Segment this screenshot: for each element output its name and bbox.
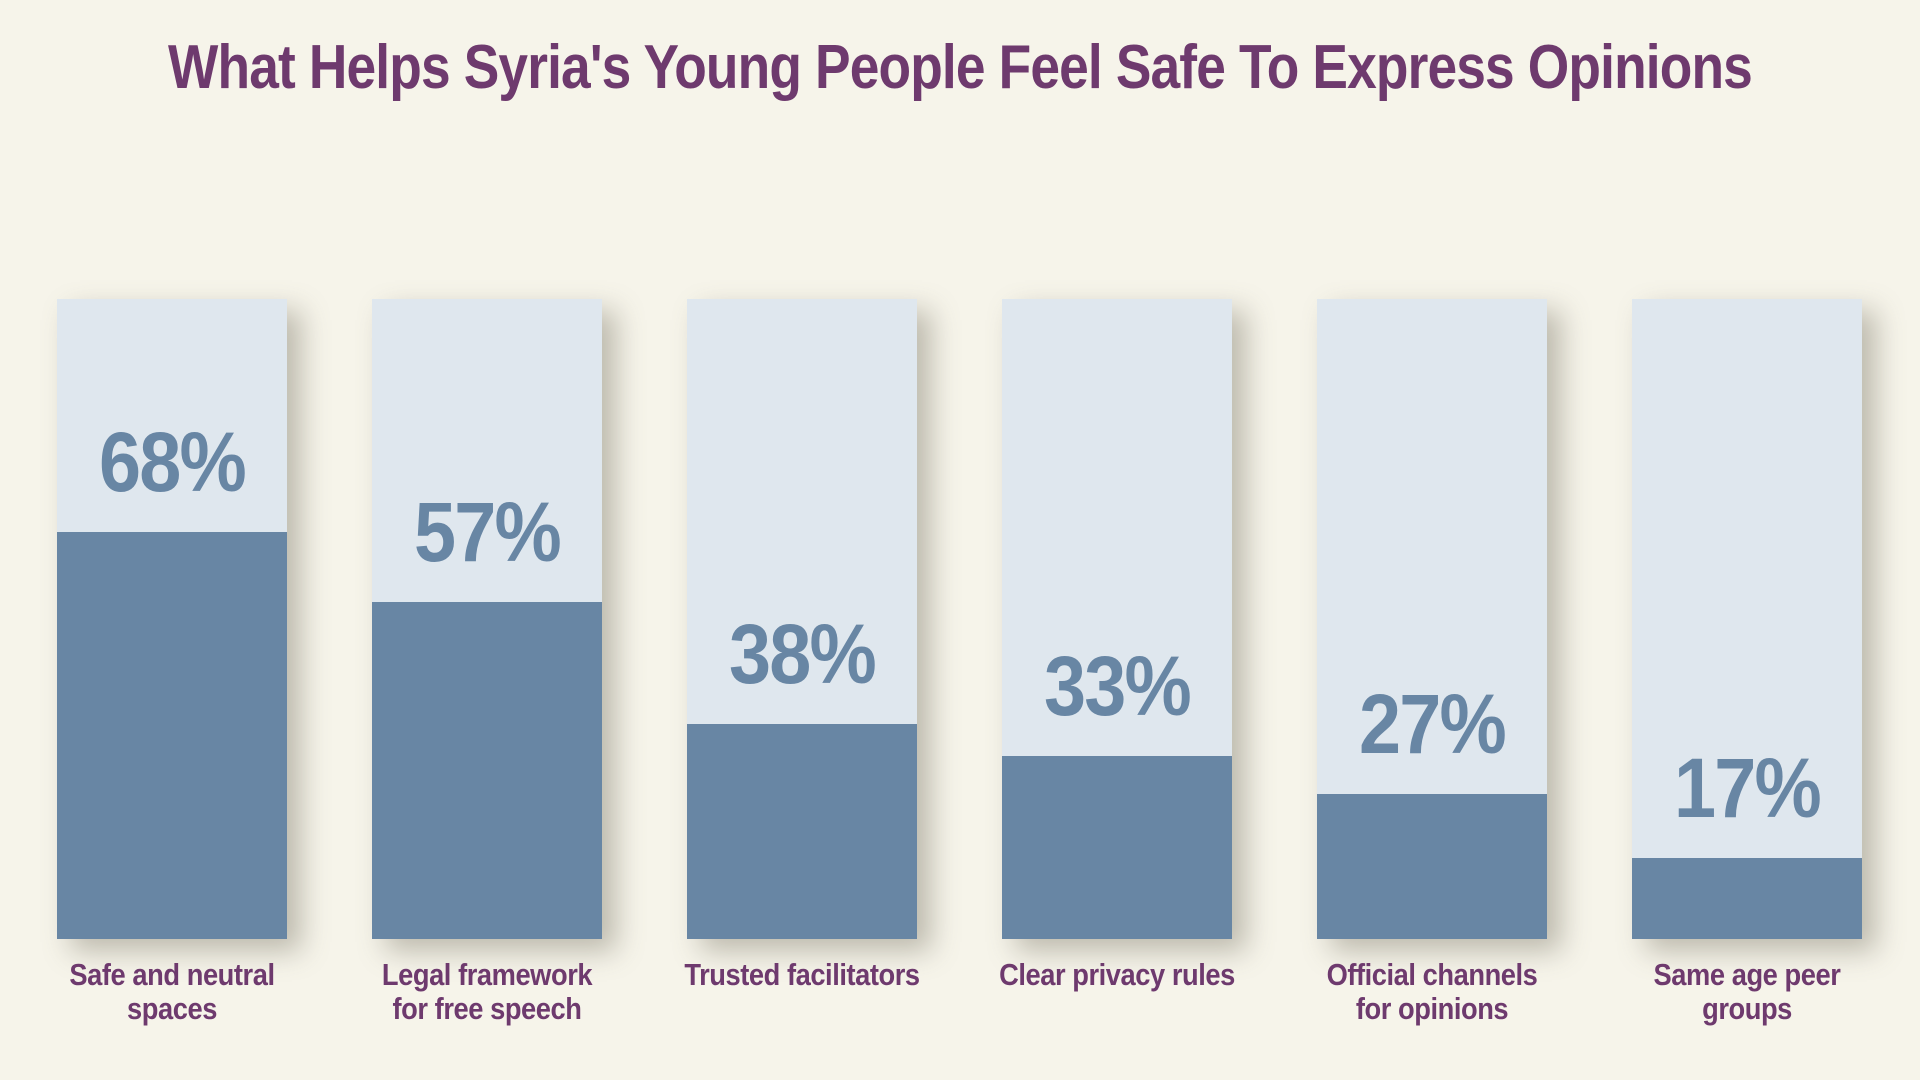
category-label: Official channels for opinions (1300, 958, 1564, 1026)
bar-fill (1317, 794, 1547, 939)
bar-fill (1002, 755, 1232, 939)
bar-track: 57% (372, 299, 602, 939)
category-label: Trusted facilitators (670, 958, 934, 992)
bar-track: 33% (1002, 299, 1232, 939)
value-label: 38% (729, 606, 877, 701)
category-label: Same age peer groups (1615, 958, 1879, 1026)
category-label-line: Legal framework (381, 957, 593, 992)
category-label-line: Trusted facilitators (684, 957, 920, 992)
value-label: 68% (99, 414, 247, 509)
bar-fill (687, 723, 917, 939)
bar-track: 38% (687, 299, 917, 939)
category-label-line: Official channels (1326, 957, 1538, 992)
category-label: Safe and neutral spaces (40, 958, 304, 1026)
category-label-line: Clear privacy rules (999, 957, 1235, 992)
value-label: 57% (414, 485, 562, 580)
category-label-line: for free speech (392, 991, 582, 1026)
bar-fill (1632, 858, 1862, 939)
chart-title: What Helps Syria's Young People Feel Saf… (168, 33, 1753, 102)
category-label: Legal framework for free speech (355, 958, 619, 1026)
bar-track: 27% (1317, 299, 1547, 939)
category-label-line: Same age peer (1653, 957, 1841, 992)
bar-fill (372, 602, 602, 939)
category-label-line: groups (1702, 991, 1792, 1026)
value-label: 27% (1359, 677, 1507, 772)
bar-fill (57, 531, 287, 939)
bar-track: 68% (57, 299, 287, 939)
category-label-line: spaces (127, 991, 217, 1026)
value-label: 17% (1674, 741, 1822, 836)
value-label: 33% (1044, 638, 1192, 733)
category-label-line: for opinions (1355, 991, 1509, 1026)
category-label: Clear privacy rules (985, 958, 1249, 992)
category-label-line: Safe and neutral (69, 957, 275, 992)
bar-track: 17% (1632, 299, 1862, 939)
